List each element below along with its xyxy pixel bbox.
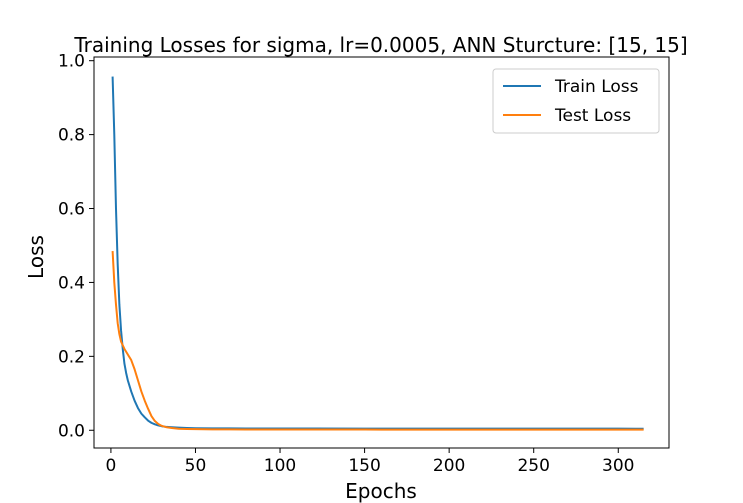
legend-label: Test Loss <box>554 106 631 126</box>
chart-title: Training Losses for sigma, lr=0.0005, AN… <box>73 33 687 57</box>
y-tick-label: 0.2 <box>58 347 85 367</box>
y-axis-label: Loss <box>24 235 48 279</box>
x-axis-ticks: 0 50 100 150 200 250 300 <box>105 448 634 476</box>
y-axis-ticks: 0.0 0.2 0.4 0.6 0.8 1.0 <box>58 52 94 441</box>
legend-label: Train Loss <box>554 77 639 97</box>
legend: Train Loss Test Loss <box>492 68 660 134</box>
x-tick-label: 0 <box>105 456 116 476</box>
series-layer <box>111 76 644 431</box>
x-tick-label: 200 <box>433 456 465 476</box>
x-tick-label: 300 <box>602 456 634 476</box>
series-line-test-loss <box>111 250 644 431</box>
x-tick-label: 250 <box>517 456 549 476</box>
x-tick-label: 50 <box>185 456 207 476</box>
y-tick-label: 0.8 <box>58 126 85 146</box>
y-tick-label: 0.0 <box>58 421 85 441</box>
y-tick-label: 0.4 <box>58 273 85 293</box>
y-tick-label: 0.6 <box>58 200 85 220</box>
y-tick-label: 1.0 <box>58 52 85 72</box>
plot-frame <box>93 56 670 449</box>
x-tick-label: 100 <box>264 456 296 476</box>
x-tick-label: 150 <box>348 456 380 476</box>
x-axis-label: Epochs <box>345 479 417 503</box>
